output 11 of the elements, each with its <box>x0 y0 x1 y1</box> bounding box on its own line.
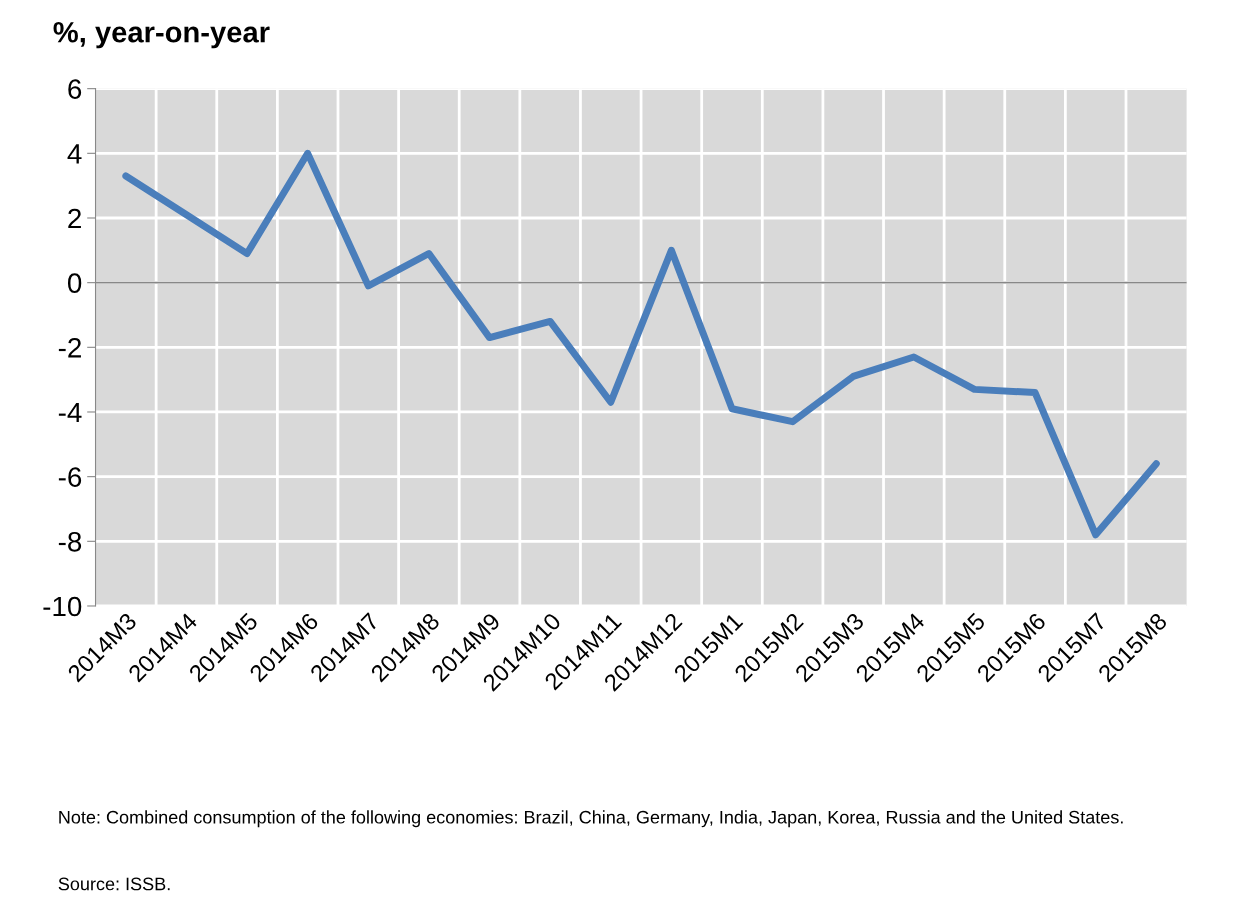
y-tick-label: -6 <box>58 467 82 487</box>
y-tick-label: -8 <box>58 531 82 552</box>
y-tick-label: -2 <box>58 337 81 358</box>
y-tick-label: 2 <box>68 208 81 229</box>
y-tick-label: -4 <box>58 402 82 423</box>
y-tick-label: 4 <box>67 144 82 164</box>
source-note: Source: ISSB. <box>58 877 170 891</box>
chart-title: %, year-on-year <box>53 21 270 49</box>
text: Note: Combined consumption of the following economies: Brazil, China, Germany, India, Japan, Korea, Russia and the United States. <box>59 810 1123 828</box>
y-tick-label: 6 <box>68 79 82 99</box>
y-tick-label: 0 <box>67 273 82 293</box>
